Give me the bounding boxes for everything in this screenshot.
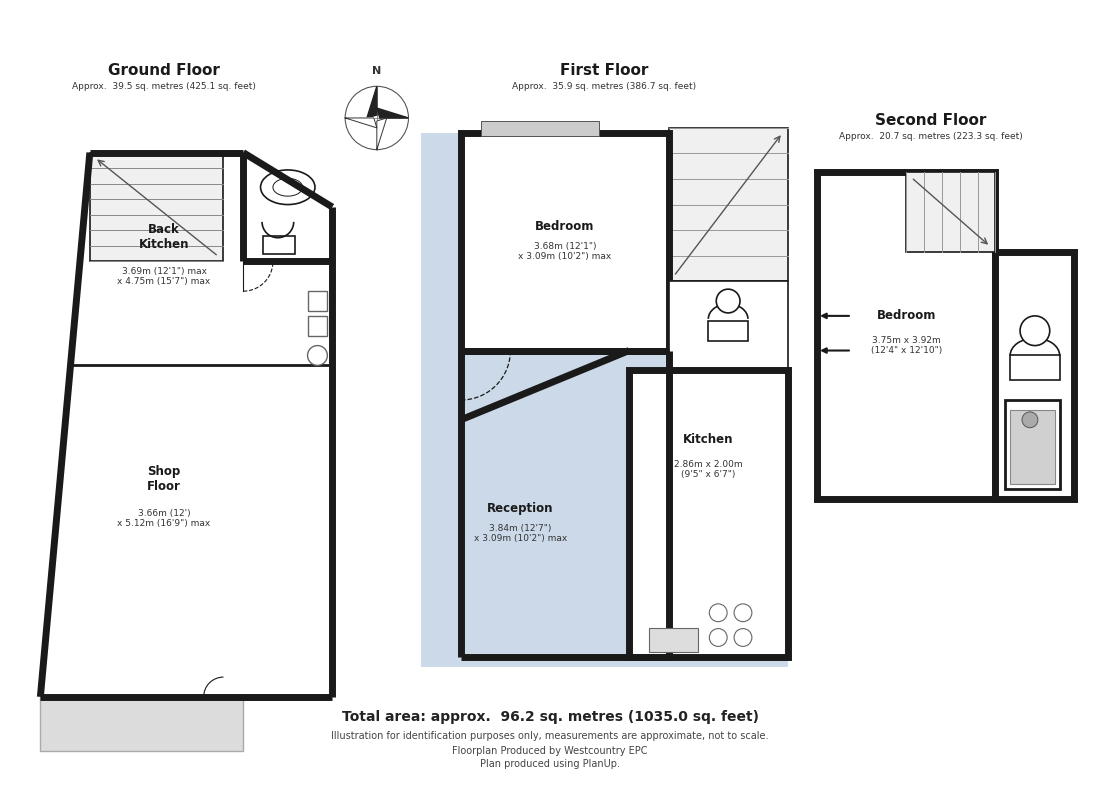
Circle shape bbox=[734, 629, 752, 646]
Bar bbox=[1010, 355, 1059, 380]
Bar bbox=[906, 172, 996, 251]
Text: Ground Floor: Ground Floor bbox=[108, 63, 220, 78]
Bar bbox=[629, 370, 788, 658]
Text: Bedroom: Bedroom bbox=[536, 220, 594, 234]
Text: Second Floor: Second Floor bbox=[876, 113, 987, 128]
Text: Kitchen: Kitchen bbox=[683, 433, 734, 446]
Text: Approx.  20.7 sq. metres (223.3 sq. feet): Approx. 20.7 sq. metres (223.3 sq. feet) bbox=[839, 132, 1023, 141]
Text: 3.84m (12'7")
x 3.09m (10'2") max: 3.84m (12'7") x 3.09m (10'2") max bbox=[474, 524, 566, 543]
Bar bbox=[481, 121, 600, 136]
Circle shape bbox=[710, 629, 727, 646]
Bar bbox=[461, 133, 669, 350]
Bar bbox=[41, 697, 243, 751]
Bar bbox=[308, 316, 328, 336]
Bar bbox=[996, 251, 1075, 499]
Polygon shape bbox=[377, 118, 387, 150]
Text: Total area: approx.  96.2 sq. metres (1035.0 sq. feet): Total area: approx. 96.2 sq. metres (103… bbox=[341, 710, 759, 724]
Polygon shape bbox=[345, 118, 377, 128]
Text: Plan produced using PlanUp.: Plan produced using PlanUp. bbox=[480, 759, 620, 769]
Text: Approx.  35.9 sq. metres (386.7 sq. feet): Approx. 35.9 sq. metres (386.7 sq. feet) bbox=[513, 82, 696, 91]
Text: First Floor: First Floor bbox=[560, 63, 649, 78]
Polygon shape bbox=[367, 86, 377, 118]
Bar bbox=[421, 133, 788, 667]
Text: Bedroom: Bedroom bbox=[877, 310, 936, 322]
Circle shape bbox=[345, 86, 408, 150]
Text: Floorplan Produced by Westcountry EPC: Floorplan Produced by Westcountry EPC bbox=[452, 746, 648, 756]
Text: Illustration for identification purposes only, measurements are approximate, not: Illustration for identification purposes… bbox=[331, 731, 769, 742]
Text: N: N bbox=[372, 66, 382, 77]
Circle shape bbox=[710, 604, 727, 622]
Circle shape bbox=[1022, 412, 1038, 428]
Bar bbox=[708, 321, 748, 341]
Circle shape bbox=[734, 604, 752, 622]
Text: 3.66m (12')
x 5.12m (16'9") max: 3.66m (12') x 5.12m (16'9") max bbox=[118, 509, 211, 529]
Bar bbox=[1010, 410, 1055, 484]
Bar bbox=[308, 291, 328, 311]
Bar bbox=[669, 128, 788, 282]
Text: Back
Kitchen: Back Kitchen bbox=[139, 222, 189, 250]
Text: Approx.  39.5 sq. metres (425.1 sq. feet): Approx. 39.5 sq. metres (425.1 sq. feet) bbox=[73, 82, 256, 91]
Bar bbox=[817, 172, 996, 499]
Polygon shape bbox=[377, 108, 408, 118]
Text: Shop
Floor: Shop Floor bbox=[147, 465, 182, 493]
Text: 3.69m (12'1") max
x 4.75m (15'7") max: 3.69m (12'1") max x 4.75m (15'7") max bbox=[118, 266, 211, 286]
Bar bbox=[1005, 400, 1059, 489]
Text: 3.68m (12'1")
x 3.09m (10'2") max: 3.68m (12'1") x 3.09m (10'2") max bbox=[518, 242, 612, 262]
Text: Reception: Reception bbox=[487, 502, 553, 515]
Circle shape bbox=[716, 289, 740, 313]
Bar bbox=[90, 153, 223, 262]
Bar bbox=[649, 628, 698, 652]
Circle shape bbox=[308, 346, 328, 366]
Text: 3.75m x 3.92m
(12'4" x 12'10"): 3.75m x 3.92m (12'4" x 12'10") bbox=[870, 336, 942, 355]
Bar bbox=[263, 236, 295, 254]
Text: 2.86m x 2.00m
(9'5" x 6'7"): 2.86m x 2.00m (9'5" x 6'7") bbox=[674, 459, 742, 479]
Bar bbox=[669, 282, 788, 370]
Circle shape bbox=[1020, 316, 1049, 346]
